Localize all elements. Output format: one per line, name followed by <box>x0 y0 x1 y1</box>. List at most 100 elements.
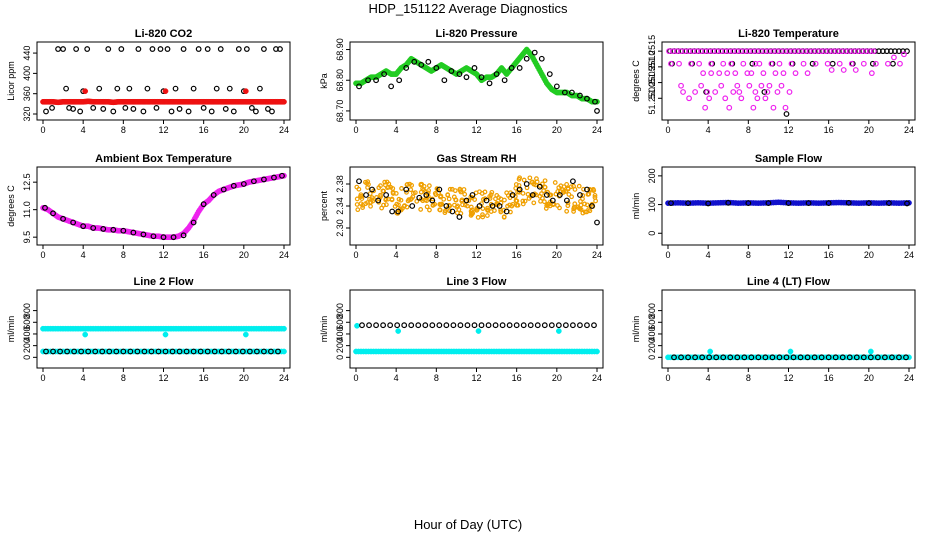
data-point <box>232 348 239 355</box>
data-point <box>491 208 497 213</box>
data-point <box>712 89 719 95</box>
data-point <box>265 106 271 112</box>
data-point <box>390 348 397 355</box>
data-point <box>448 68 455 74</box>
data-point <box>489 189 495 195</box>
data-point <box>509 192 516 198</box>
data-point <box>160 234 167 241</box>
data-point <box>867 354 874 361</box>
data-point <box>542 178 548 184</box>
data-point <box>82 88 89 95</box>
data-point <box>726 104 733 111</box>
x-tick-label: 16 <box>199 250 209 260</box>
data-point <box>828 67 835 73</box>
data-point <box>204 46 211 52</box>
data-point <box>550 202 556 208</box>
data-point <box>501 348 507 355</box>
data-point <box>383 202 389 208</box>
x-tick-label: 8 <box>121 125 126 135</box>
data-point <box>511 348 518 355</box>
data-point <box>541 348 548 355</box>
data-point <box>381 71 388 77</box>
data-point <box>578 198 583 204</box>
y-tick-label: 200 <box>22 338 32 353</box>
data-point <box>433 65 440 71</box>
x-tick-label: 20 <box>239 250 249 260</box>
data-point <box>732 70 739 77</box>
data-point <box>190 85 197 92</box>
data-point <box>447 203 453 209</box>
data-point <box>100 106 107 112</box>
y-tick-label: 800 <box>22 303 32 318</box>
y-tick-label: 400 <box>22 326 32 341</box>
data-point <box>277 46 283 52</box>
data-point <box>577 92 583 99</box>
data-point <box>425 58 432 65</box>
data-point <box>750 104 757 111</box>
x-tick-label: 16 <box>512 125 522 135</box>
data-point <box>780 70 787 77</box>
data-point <box>113 348 120 355</box>
data-point <box>475 214 481 220</box>
data-point <box>389 208 396 215</box>
data-point <box>582 209 588 215</box>
y-axis-label: ml/min <box>631 193 641 220</box>
data-point <box>238 325 245 332</box>
data-point <box>248 325 255 332</box>
data-point <box>788 60 795 67</box>
data-point <box>520 322 527 329</box>
data-point <box>474 207 480 213</box>
data-point <box>783 354 790 361</box>
data-point <box>568 184 574 190</box>
data-point <box>485 322 492 329</box>
data-point <box>261 46 267 52</box>
data-point <box>896 354 902 361</box>
data-point <box>213 85 220 92</box>
data-point <box>538 198 543 204</box>
data-point <box>107 325 114 332</box>
x-tick-label: 8 <box>121 373 126 383</box>
data-point <box>90 225 97 231</box>
data-point <box>491 348 497 355</box>
data-point <box>463 197 470 204</box>
data-point <box>242 331 249 338</box>
data-point <box>724 70 731 77</box>
y-tick-label: 51.2510 <box>647 51 657 84</box>
data-point <box>381 188 386 194</box>
data-point <box>688 60 694 67</box>
panel-title: Line 4 (LT) Flow <box>747 276 830 288</box>
y-tick-label: 11.0 <box>22 201 32 218</box>
data-point <box>594 108 600 114</box>
data-point <box>774 89 781 95</box>
data-point <box>853 200 860 206</box>
x-tick-label: 8 <box>746 250 751 260</box>
data-point <box>190 219 197 226</box>
x-axis-label: Hour of Day (UTC) <box>413 517 523 532</box>
data-point <box>162 348 169 355</box>
data-point <box>359 322 365 329</box>
data-point <box>418 181 424 187</box>
data-point <box>769 354 776 361</box>
data-point <box>389 196 395 202</box>
x-tick-label: 20 <box>552 373 562 383</box>
data-point <box>489 203 496 209</box>
data-point <box>130 229 137 236</box>
data-point <box>592 98 598 105</box>
data-point <box>100 226 107 232</box>
y-tick-label: 200 <box>335 338 345 353</box>
panel-title: Li-820 Temperature <box>738 28 839 40</box>
data-point <box>403 65 410 71</box>
data-point <box>441 348 447 355</box>
data-point <box>356 186 362 192</box>
data-point <box>686 95 692 102</box>
x-tick-label: 12 <box>158 125 168 135</box>
data-point <box>562 322 569 329</box>
x-tick-label: 16 <box>824 250 834 260</box>
data-point <box>85 348 92 355</box>
data-point <box>384 179 390 185</box>
x-tick-label: 16 <box>199 125 209 135</box>
data-point <box>557 205 562 211</box>
x-tick-label: 24 <box>279 373 289 383</box>
data-point <box>240 181 247 187</box>
data-point <box>373 77 379 84</box>
